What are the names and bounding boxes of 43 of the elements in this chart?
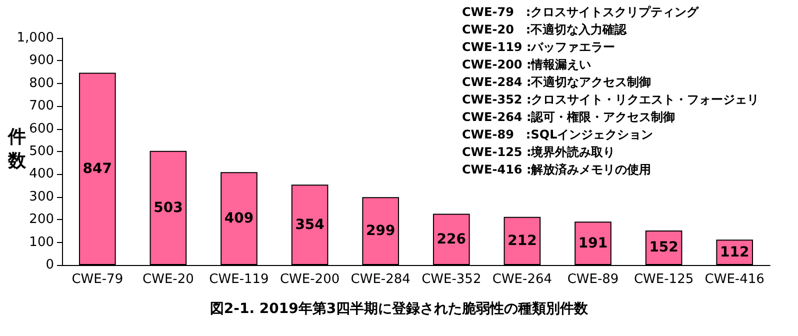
y-tick-label: 1,000 <box>16 30 54 46</box>
data-label: 299 <box>366 223 396 240</box>
data-label: 191 <box>578 235 608 252</box>
x-tick-label: CWE-416 <box>704 272 764 287</box>
data-label: 354 <box>295 216 325 233</box>
annotation: CWE-352 :クロスサイト・リクエスト・フォージェリ <box>462 92 760 106</box>
annotation: CWE-125 :境界外読み取り <box>462 145 616 159</box>
x-tick-label: CWE-200 <box>280 272 340 287</box>
text: CWE-20 :不適切な入力確認 <box>462 22 628 36</box>
x-tick-label: CWE-20 <box>142 272 194 287</box>
y-tick-label: 700 <box>29 98 54 114</box>
annotation: CWE-284 :不適切なアクセス制御 <box>462 75 652 89</box>
x-tick-label: CWE-264 <box>492 272 552 287</box>
y-tick-label: 500 <box>29 144 54 159</box>
y-tick-label: 400 <box>29 166 54 182</box>
data-label: 409 <box>224 210 254 227</box>
text: 図2-1. 2019年第3四半期に登録された脆弱性の種類別件数 <box>210 301 590 317</box>
y-tick-label: 600 <box>29 121 54 136</box>
y-tick-label: 200 <box>29 212 54 228</box>
x-tick-label: CWE-89 <box>567 272 619 287</box>
annotation: CWE-89 :SQLインジェクション <box>462 128 654 142</box>
y-tick-label: 0 <box>46 258 54 272</box>
annotation: CWE-119 :バッファエラー <box>462 40 616 54</box>
x-tick-label: CWE-352 <box>422 272 482 287</box>
data-label: 503 <box>154 200 183 216</box>
x-tick-label: CWE-119 <box>209 272 269 287</box>
annotation: CWE-264 :認可・権限・アクセス制御 <box>462 110 676 124</box>
x-tick-label: CWE-125 <box>634 272 694 287</box>
y-tick-label: 800 <box>29 76 54 91</box>
data-label: 847 <box>82 160 112 177</box>
y-tick-label: 900 <box>29 53 54 68</box>
data-label: 226 <box>436 231 466 248</box>
data-label: 152 <box>649 240 678 256</box>
text: CWE-79 :クロスサイトスクリプティング <box>462 5 700 19</box>
annotation: CWE-200 :情報漏えい <box>462 58 592 72</box>
data-label: 212 <box>508 232 537 249</box>
data-label: 112 <box>720 244 750 260</box>
annotation: CWE-416 :解放済みメモリの使用 <box>462 162 652 176</box>
y-tick-label: 300 <box>29 189 54 204</box>
y-tick-label: 100 <box>29 234 54 250</box>
x-tick-label: CWE-79 <box>72 272 124 287</box>
x-tick-label: CWE-284 <box>350 272 410 287</box>
y-axis-title: 件数 <box>7 126 27 172</box>
